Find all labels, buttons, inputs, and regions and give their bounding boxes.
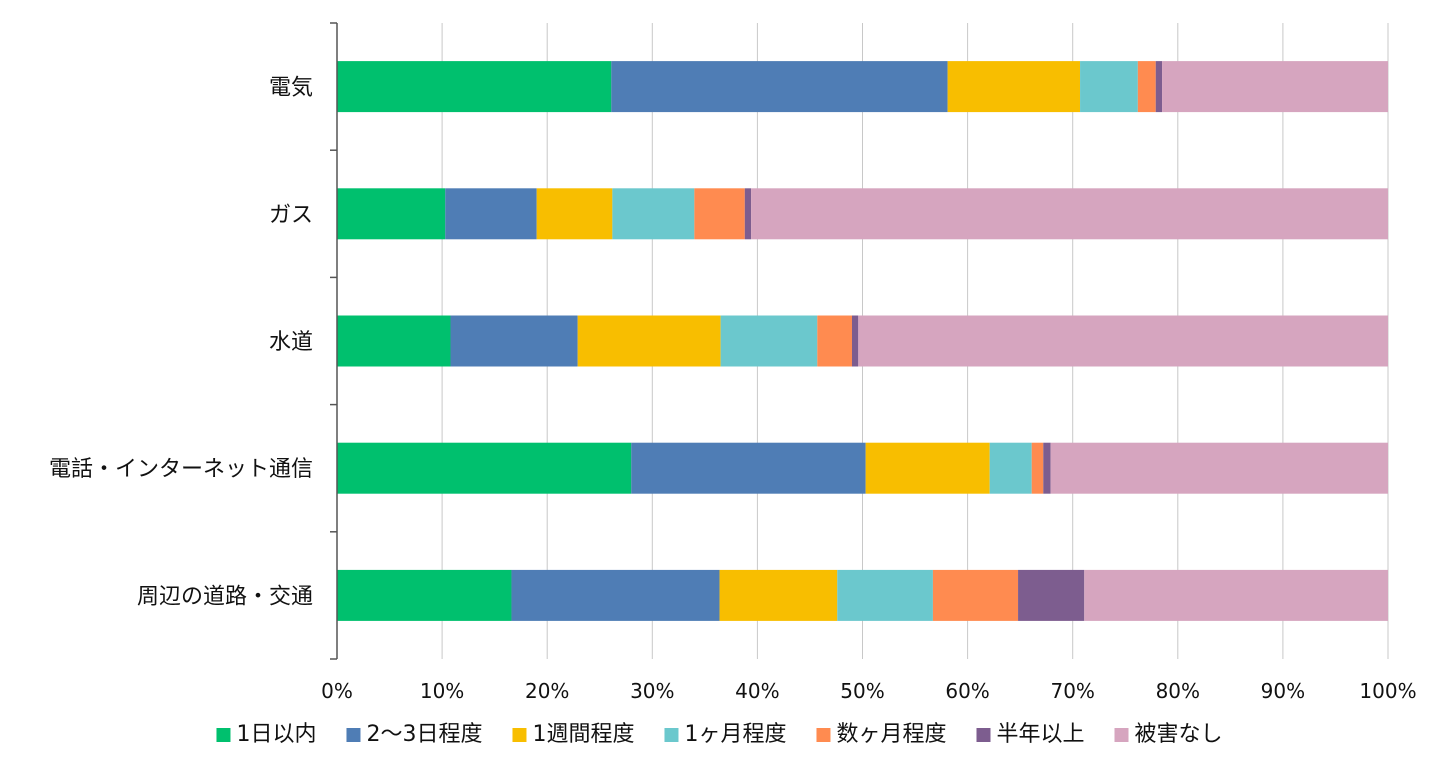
- bar-segment: [337, 569, 512, 621]
- bar-segment: [744, 188, 752, 240]
- bar-segment: [1050, 442, 1388, 494]
- bar-segment: [837, 569, 933, 621]
- legend-swatch: [816, 728, 831, 742]
- bar-segment: [1155, 61, 1163, 113]
- legend-swatch: [216, 728, 231, 742]
- x-tick-label: 10%: [420, 679, 464, 703]
- x-tick-label: 50%: [840, 679, 884, 703]
- category-label: 水道: [269, 330, 313, 355]
- bar-segment: [1084, 569, 1388, 621]
- bar-segment: [851, 315, 859, 367]
- bar-segment: [337, 61, 612, 113]
- legend-label: 1日以内: [236, 722, 316, 747]
- legend-swatch: [512, 728, 527, 742]
- legend-item: 被害なし: [1114, 722, 1223, 747]
- legend-label: 1ヶ月程度: [684, 722, 786, 747]
- bar-segment: [817, 315, 852, 367]
- bar-segment: [611, 61, 948, 113]
- x-tick-label: 60%: [945, 679, 989, 703]
- legend-label: 1週間程度: [532, 722, 634, 747]
- bar-segment: [450, 315, 578, 367]
- axes: [330, 22, 338, 660]
- x-tick-labels: 0% 10% 20% 30% 40% 50% 60% 70% 80% 90% 100%: [321, 679, 1416, 703]
- legend-swatch: [976, 728, 991, 742]
- x-tick-label: 30%: [630, 679, 674, 703]
- legend-item: 1日以内: [216, 722, 316, 747]
- legend-label: 数ヶ月程度: [836, 722, 946, 747]
- bar-segment: [631, 442, 866, 494]
- x-tick-label: 0%: [321, 679, 353, 703]
- bar-segment: [947, 61, 1081, 113]
- bar-segment: [511, 569, 720, 621]
- legend-label: 2〜3日程度: [366, 722, 482, 747]
- bars: [337, 61, 1388, 621]
- bar-segment: [751, 188, 1388, 240]
- bar-segment: [694, 188, 745, 240]
- legend-label: 半年以上: [996, 722, 1084, 747]
- category-label: ガス: [269, 203, 313, 228]
- legend-item: 1ヶ月程度: [664, 722, 786, 747]
- x-tick-label: 80%: [1156, 679, 1200, 703]
- bar-segment: [1043, 442, 1051, 494]
- bar-segment: [858, 315, 1388, 367]
- bar-segment: [612, 188, 695, 240]
- legend-swatch: [664, 728, 679, 742]
- x-tick-label: 20%: [525, 679, 569, 703]
- category-label: 電話・インターネット通信: [49, 457, 313, 482]
- legend-item: 半年以上: [976, 722, 1085, 747]
- bar-segment: [720, 315, 818, 367]
- bar-segment: [1018, 569, 1085, 621]
- x-tick-label: 70%: [1050, 679, 1094, 703]
- legend-item: 数ヶ月程度: [816, 722, 946, 747]
- category-label: 周辺の道路・交通: [137, 584, 313, 609]
- x-tick-label: 90%: [1261, 679, 1305, 703]
- bar-segment: [1137, 61, 1156, 113]
- bar-segment: [865, 442, 990, 494]
- legend-swatch: [1114, 728, 1129, 742]
- bar-segment: [337, 315, 451, 367]
- bar-segment: [536, 188, 613, 240]
- bar-segment: [337, 442, 632, 494]
- legend-item: 1週間程度: [512, 722, 634, 747]
- bar-segment: [1162, 61, 1388, 113]
- bar-segment: [1080, 61, 1138, 113]
- legend-item: 2〜3日程度: [346, 722, 482, 747]
- x-tick-label: 100%: [1359, 679, 1416, 703]
- legend-swatch: [346, 728, 361, 742]
- category-label: 電気: [269, 76, 313, 101]
- legend-label: 被害なし: [1135, 722, 1223, 747]
- bar-segment: [337, 188, 446, 240]
- bar-segment: [932, 569, 1019, 621]
- bar-segment: [719, 569, 838, 621]
- bar-segment: [445, 188, 537, 240]
- legend: 1日以内 2〜3日程度 1週間程度 1ヶ月程度 数ヶ月程度 半年以上 被害なし: [216, 722, 1223, 747]
- bar-segment: [989, 442, 1032, 494]
- bar-segment: [577, 315, 721, 367]
- bar-segment: [1031, 442, 1044, 494]
- x-tick-label: 40%: [735, 679, 779, 703]
